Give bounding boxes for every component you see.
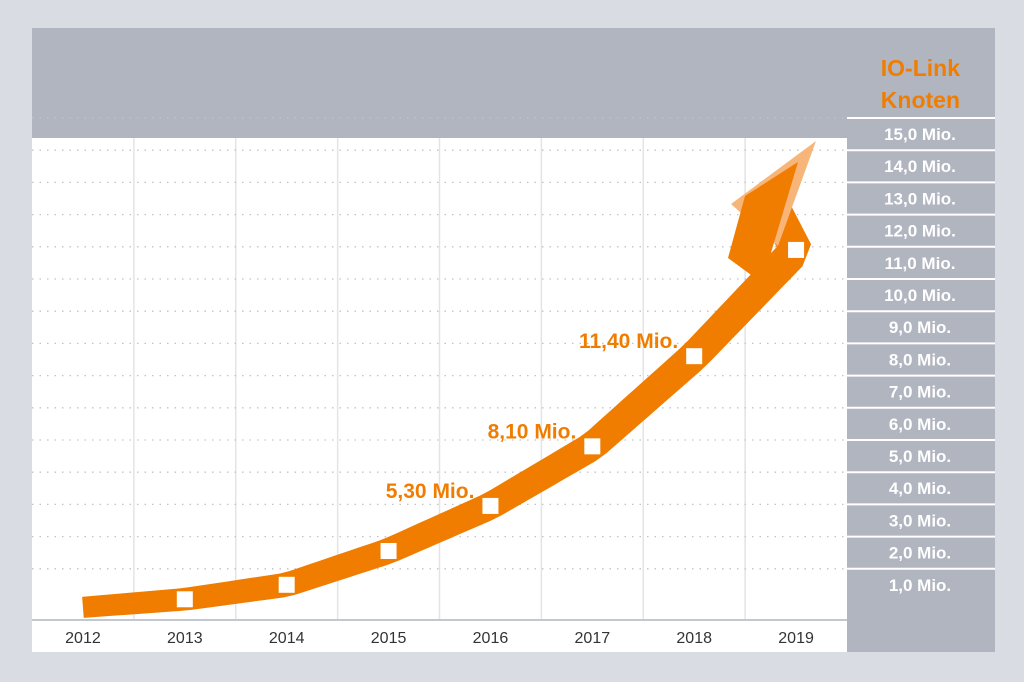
data-point-marker [176, 591, 193, 608]
x-tick-label: 2016 [473, 630, 509, 647]
x-tick-label: 2019 [778, 630, 814, 647]
x-tick-label: 2012 [65, 630, 101, 647]
data-label: 8,10 Mio. [488, 420, 577, 443]
x-axis: 2012 2013 2014 2015 2016 2017 2018 2019 [32, 619, 995, 652]
x-tick-label: 2018 [676, 630, 712, 647]
data-point-marker [686, 348, 703, 365]
y-tick-label: 10,0 Mio. [884, 286, 956, 305]
y-tick-label: 15,0 Mio. [884, 125, 956, 144]
data-point-marker [788, 241, 805, 258]
y-tick-label: 2,0 Mio. [889, 544, 951, 563]
growth-arrow [82, 141, 816, 618]
x-axis-band [32, 620, 847, 652]
y-tick-label: 8,0 Mio. [889, 350, 951, 369]
x-axis-corner [847, 620, 995, 652]
y-tick-label: 13,0 Mio. [884, 189, 956, 208]
x-tick-label: 2015 [371, 630, 407, 647]
data-label: 11,40 Mio. [579, 330, 678, 353]
y-tick-label: 12,0 Mio. [884, 222, 956, 241]
y-tick-label: 5,0 Mio. [889, 447, 951, 466]
y-tick-label: 9,0 Mio. [889, 318, 951, 337]
data-point-marker [380, 542, 397, 559]
data-markers [176, 241, 805, 608]
growth-arrow-shaft [82, 192, 812, 618]
chart-header-band [32, 28, 995, 138]
y-tick-label: 1,0 Mio. [889, 576, 951, 595]
y-tick-label: 4,0 Mio. [889, 479, 951, 498]
y-tick-label: 7,0 Mio. [889, 383, 951, 402]
grid [32, 117, 847, 652]
y-tick-label: 3,0 Mio. [889, 511, 951, 530]
data-labels: 5,30 Mio. 8,10 Mio. 11,40 Mio. [386, 330, 678, 503]
data-point-marker [278, 576, 295, 593]
y-axis: 1,0 Mio. 2,0 Mio. 3,0 Mio. 4,0 Mio. 5,0 Mio.… [847, 102, 995, 620]
y-tick-label: 6,0 Mio. [889, 415, 951, 434]
growth-arrow-head [728, 162, 798, 283]
x-tick-label: 2014 [269, 630, 305, 647]
x-tick-label: 2017 [575, 630, 611, 647]
unit-label-line-2: Knoten [881, 87, 960, 113]
data-point-marker [584, 438, 601, 455]
y-tick-label: 11,0 Mio. [885, 254, 956, 273]
data-label: 5,30 Mio. [386, 480, 475, 503]
y-tick-label: 14,0 Mio. [884, 157, 956, 176]
data-point-marker [482, 497, 499, 514]
unit-label-line-1: IO-Link [881, 55, 960, 81]
x-tick-label: 2013 [167, 630, 203, 647]
y-axis-band [847, 102, 995, 620]
